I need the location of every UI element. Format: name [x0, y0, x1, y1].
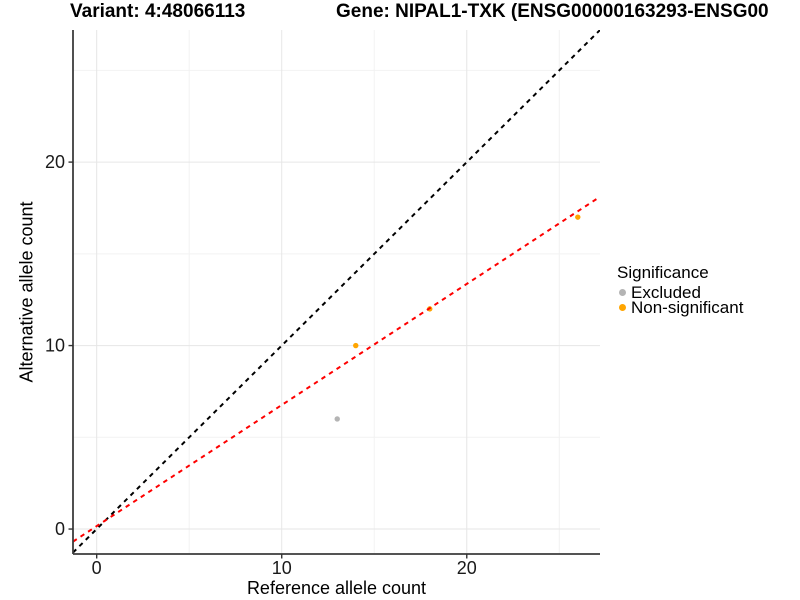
legend: Significance Excluded Non-significant: [616, 263, 744, 317]
tick-marks: [68, 161, 468, 559]
x-axis-title: Reference allele count: [246, 578, 427, 598]
identity-line: [73, 30, 600, 554]
y-tick-label: 0: [55, 519, 65, 539]
y-tick-label: 10: [45, 336, 65, 356]
tick-labels: 0 10 20 0 10 20: [45, 152, 477, 578]
legend-item-non-significant: Non-significant: [616, 297, 744, 317]
data-point: [575, 214, 581, 220]
variant-title: Variant: 4:48066113: [70, 1, 246, 22]
major-gridlines: [73, 30, 600, 554]
legend-title: Significance: [617, 263, 709, 282]
legend-item-excluded: Excluded: [616, 282, 743, 302]
x-tick-label: 10: [272, 558, 292, 578]
non-significant-dot-icon: [619, 304, 626, 311]
legend-item-label: Non-significant: [631, 297, 744, 317]
axis-lines: [72, 30, 600, 555]
data-point: [353, 342, 359, 349]
x-tick-label: 20: [457, 558, 477, 578]
fit-line: [73, 195, 600, 543]
y-tick-label: 20: [45, 152, 65, 172]
excluded-dot-icon: [619, 289, 626, 296]
y-axis-title: Alternative allele count: [16, 201, 37, 383]
legend-item-label: Excluded: [631, 282, 701, 302]
gene-title: Gene: NIPAL1-TXK (ENSG00000163293-ENSG00: [336, 1, 769, 22]
data-point: [334, 416, 340, 422]
reference-lines: [73, 30, 600, 554]
data-points: [334, 214, 581, 422]
x-tick-label: 0: [92, 558, 102, 578]
